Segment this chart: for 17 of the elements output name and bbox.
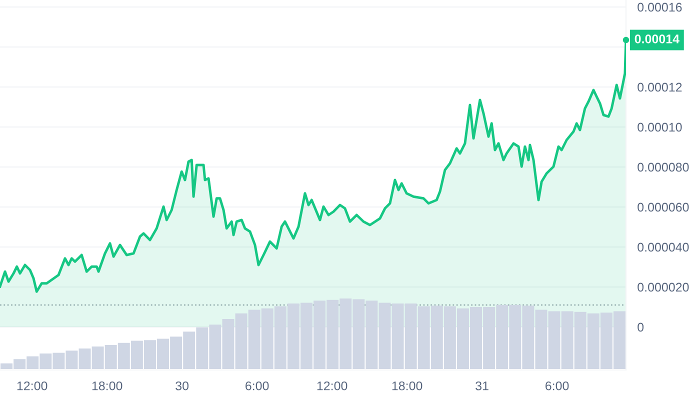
text: 0.00014: [634, 34, 680, 44]
x-tick-label: 18:00: [392, 381, 422, 390]
y-tick-label: 0.000060: [638, 202, 689, 212]
x-tick-label: 12:00: [317, 381, 348, 390]
y-tick-label: 0.00016: [638, 2, 682, 12]
y-tick-label: 0.000020: [638, 282, 689, 292]
x-tick-label: 6:00: [246, 381, 269, 390]
y-tick-label: 0: [638, 322, 644, 332]
y-tick-label: 0.000040: [638, 242, 689, 252]
x-tick-label: 18:00: [92, 381, 122, 390]
x-tick-label: 30: [176, 381, 189, 390]
y-tick-label: 0.00010: [638, 122, 682, 132]
x-tick-label: 6:00: [546, 381, 569, 390]
y-tick-label: 0.00012: [638, 82, 682, 92]
y-tick-label: 0.000080: [638, 162, 689, 172]
x-tick-label: 31: [476, 381, 488, 390]
x-tick-label: 12:00: [17, 381, 48, 390]
